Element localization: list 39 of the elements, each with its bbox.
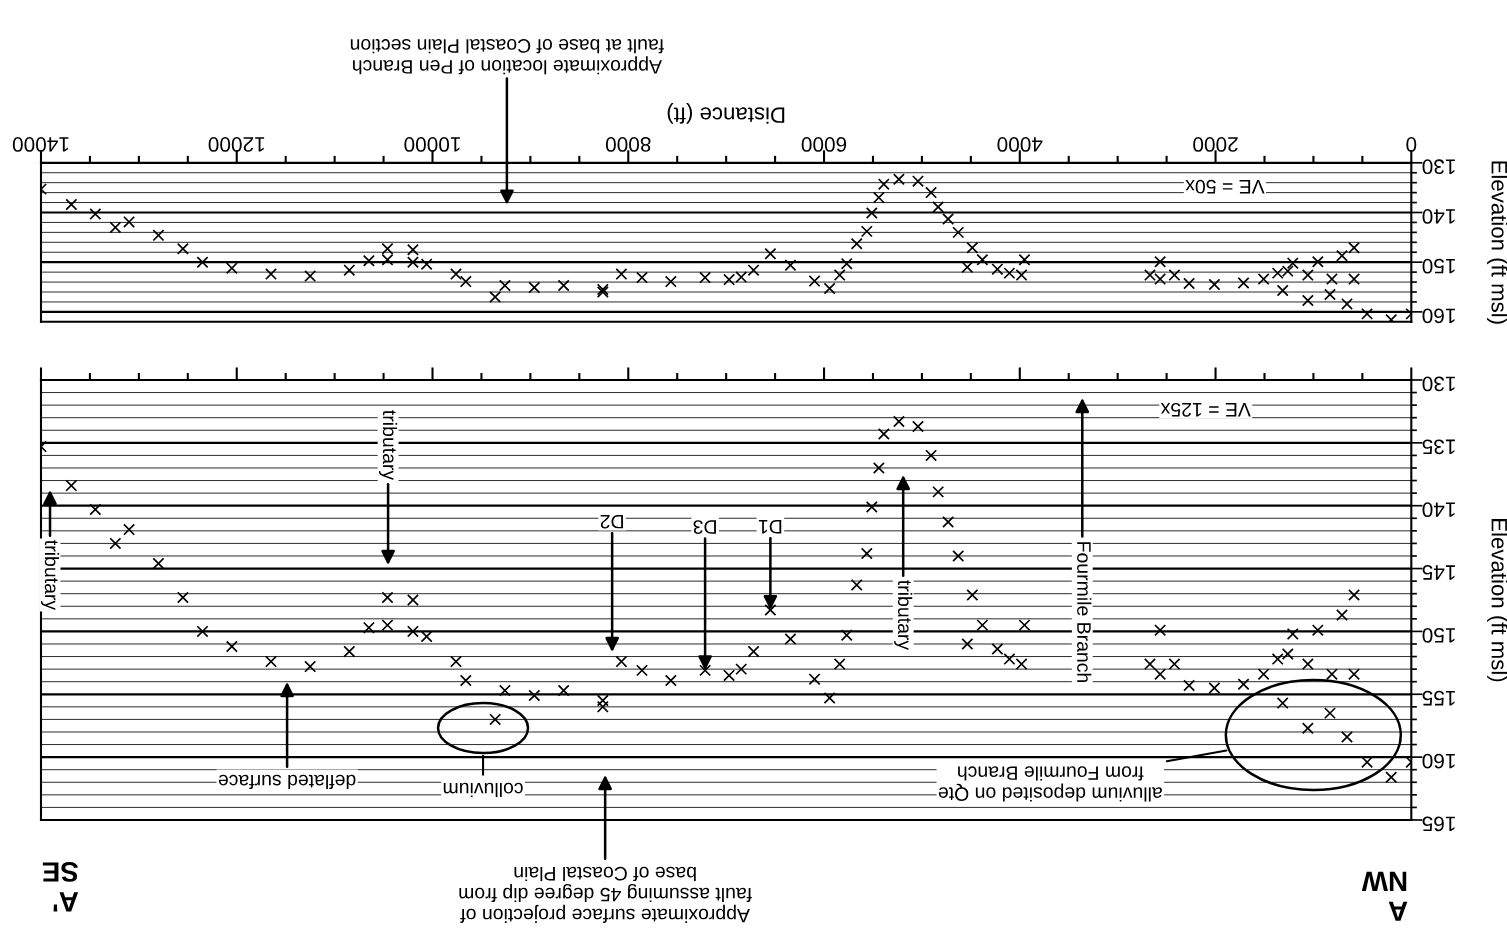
x-tick-label: 4000 [997, 137, 1043, 152]
annotation: VE = 125x [1160, 402, 1251, 417]
text: A NW [1361, 871, 1408, 921]
y-axis-title: Elevation (ft msl) [1487, 161, 1507, 324]
y-tick-label: 150 [1422, 627, 1455, 643]
y-tick-label: 145 [1422, 565, 1455, 580]
y-tick-label: 130 [1422, 376, 1455, 392]
y-tick-label: 165 [1422, 816, 1455, 832]
annotation: tributary [40, 540, 60, 611]
y-tick-label: 130 [1422, 159, 1455, 175]
y-axis-title: Elevation (ft msl) [1487, 519, 1507, 682]
text: A' SE [42, 862, 79, 912]
annotation: D2 [600, 514, 623, 529]
annotation: D3 [693, 520, 716, 534]
annotation: alluvium deposited on Qte from Fourmile Branch [938, 766, 1162, 802]
x-tick-label: 6000 [801, 137, 847, 152]
y-tick-label: 140 [1422, 209, 1455, 224]
annotation: tributary [894, 580, 913, 651]
x-tick-label: 0 [1406, 137, 1417, 152]
x-axis-title: Distance (ft) [667, 102, 785, 124]
y-tick-label: 140 [1422, 502, 1455, 518]
x-tick-label: 12000 [208, 137, 265, 152]
x-tick-label: 14000 [12, 137, 69, 152]
text: Approximate location of Pen Branch fault at base of Coastal Plain section [350, 39, 664, 75]
x-tick-label: 10000 [404, 137, 460, 152]
x-tick-label: 2000 [1193, 137, 1238, 152]
y-tick-label: 150 [1422, 258, 1455, 274]
y-tick-label: 135 [1422, 439, 1455, 455]
y-tick-label: 160 [1422, 308, 1455, 324]
annotation: D1 [758, 520, 782, 534]
annotation: colluvium [443, 782, 523, 798]
annotation: VE = 50x [1185, 179, 1265, 194]
annotation: deflated surface [218, 774, 356, 790]
x-tick-label: 8000 [605, 137, 651, 152]
annotation: tributary [379, 410, 398, 481]
text: Approximate surface projection of fault assuming 45 degree dip from base of Coastal Plain [459, 866, 752, 923]
y-tick-label: 155 [1422, 690, 1455, 706]
y-tick-label: 160 [1422, 753, 1455, 769]
annotation: Fourmile Branch [1077, 542, 1092, 683]
